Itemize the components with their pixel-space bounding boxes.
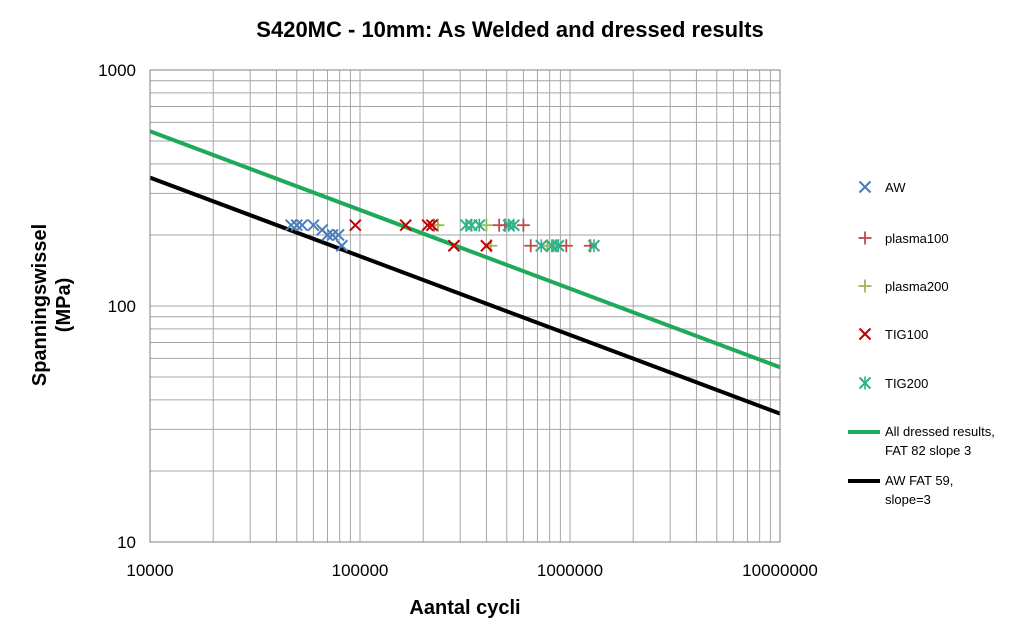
legend: AW plasma100 plasma200 TIG100 TIG200 All dres…: [848, 180, 995, 507]
legend-label-TIG200: TIG200: [885, 376, 928, 391]
data-point-AW: [284, 218, 298, 232]
data-point-TIG100: [480, 239, 493, 252]
data-point-TIG100: [349, 218, 362, 232]
data-point-TIG200: [587, 239, 601, 253]
grid: [150, 70, 780, 542]
y-axis-title-line-1: Spanningswissel: [29, 224, 51, 386]
data-point-TIG200: [473, 218, 486, 232]
data-point-plasma100: [516, 218, 530, 232]
x-axis-title: Aantal cycli: [409, 597, 520, 619]
y-tick-label: 100: [108, 297, 136, 316]
legend-label-plasma200: plasma200: [885, 279, 949, 294]
fit-line-2: [149, 175, 781, 416]
data-point-plasma200: [431, 218, 445, 232]
data-point-TIG100: [399, 218, 412, 232]
data-markers: [284, 218, 601, 253]
legend-line-label-2: AW FAT 59,: [885, 473, 953, 488]
data-point-TIG100: [421, 218, 434, 232]
y-tick-label: 1000: [98, 61, 136, 80]
data-point-plasma100: [524, 239, 538, 253]
data-point-AW: [321, 228, 334, 242]
legend-marker-AW: [858, 180, 872, 194]
y-axis-title-line-2: (MPa): [53, 278, 75, 332]
legend-marker-TIG100: [858, 327, 872, 341]
legend-label-TIG100: TIG100: [885, 327, 928, 342]
fit-line-1: [149, 129, 781, 370]
legend-marker-plasma200: [858, 279, 872, 293]
legend-marker-TIG200: [858, 376, 872, 390]
legend-label-AW: AW: [885, 180, 906, 195]
data-point-AW: [307, 218, 320, 232]
data-point-AW: [335, 239, 349, 252]
data-point-TIG200: [535, 239, 548, 253]
fit-lines: [149, 129, 781, 416]
x-tick-label: 1000000: [537, 561, 603, 580]
legend-label-plasma100: plasma100: [885, 231, 949, 246]
x-tick-label: 10000000: [742, 561, 818, 580]
data-point-AW: [290, 218, 303, 232]
data-point-plasma200: [479, 218, 493, 232]
legend-line-label-2: slope=3: [885, 492, 931, 507]
legend-line-label-1: All dressed results,: [885, 424, 995, 439]
data-point-TIG100: [447, 239, 461, 252]
data-point-TIG100: [425, 218, 439, 232]
plot-frame: [149, 69, 781, 543]
y-axis-title: Spanningswissel (MPa): [29, 224, 75, 386]
legend-marker-plasma100: [858, 231, 872, 245]
x-tick-labels: 10000 100000 1000000 10000000: [126, 561, 817, 580]
data-point-AW: [295, 218, 309, 232]
x-tick-label: 100000: [332, 561, 389, 580]
data-point-AW: [332, 228, 345, 242]
y-tick-label: 10: [117, 533, 136, 552]
legend-line-label-1: FAT 82 slope 3: [885, 443, 971, 458]
y-tick-labels: 10 100 1000: [98, 61, 136, 552]
data-point-TIG200: [552, 239, 565, 253]
data-point-TIG200: [507, 218, 521, 232]
chart-title: S420MC - 10mm: As Welded and dressed res…: [256, 17, 763, 42]
x-tick-label: 10000: [126, 561, 173, 580]
data-point-plasma100: [559, 239, 573, 253]
